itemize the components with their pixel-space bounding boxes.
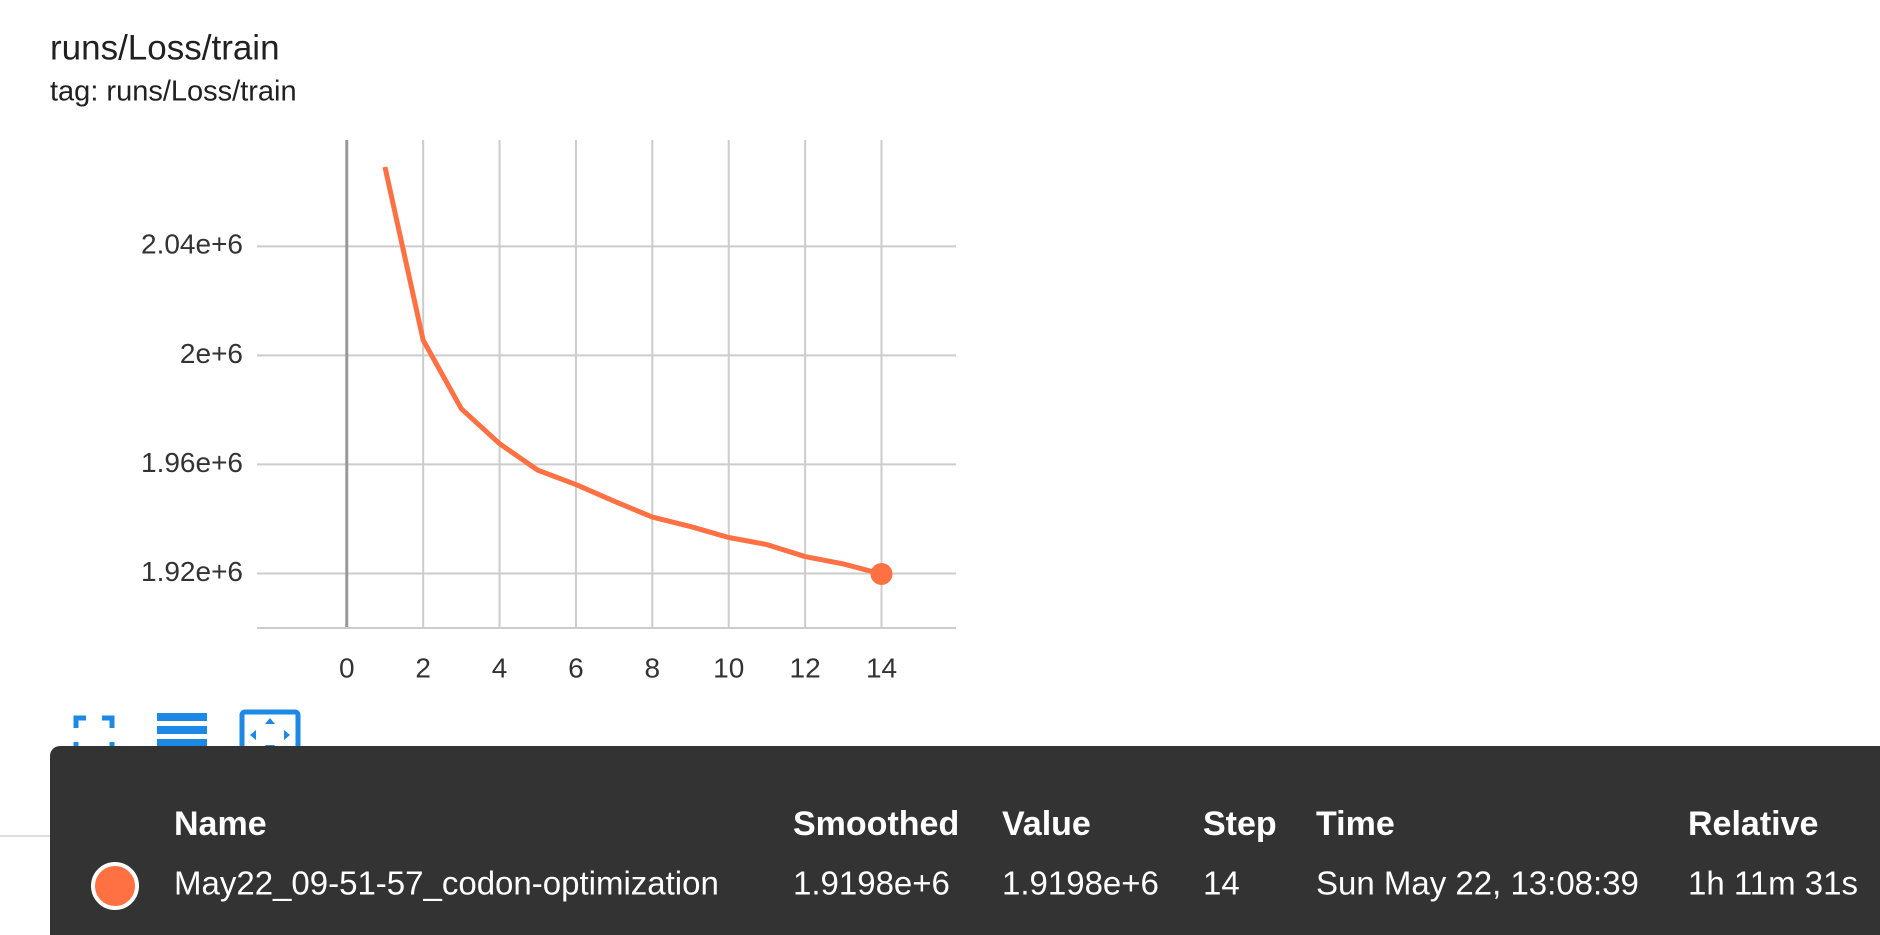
y-tick-label: 2.04e+6	[141, 229, 243, 260]
tooltip-header: Name	[174, 805, 267, 843]
tooltip-cell: 1.9198e+6	[793, 865, 950, 902]
run-color	[91, 862, 139, 910]
tooltip-header: Time	[1316, 805, 1395, 843]
chart-subtitle: tag: runs/Loss/train	[50, 76, 297, 108]
chart-title: runs/Loss/train	[50, 28, 280, 67]
x-tick-label: 4	[492, 652, 508, 683]
tooltip-panel	[50, 746, 1880, 935]
x-tick-label: 8	[645, 652, 661, 683]
tooltip-cell: 1.9198e+6	[1002, 865, 1159, 902]
tooltip-header: Step	[1203, 805, 1277, 843]
plot: 1.92e+6 1.96e+6 2e+6 2.04e+6 0 2 4 6 8 10 12 14	[141, 140, 956, 683]
hover-point	[870, 563, 893, 586]
x-tick-label: 12	[790, 652, 821, 683]
tooltip-cell: May22_09-51-57_codon-optimization	[174, 865, 719, 902]
series-line	[382, 166, 883, 577]
tooltip-cell: 14	[1203, 865, 1240, 902]
x-tick-label: 14	[866, 652, 897, 683]
x-tick-label: 10	[713, 652, 744, 683]
x-tick-label: 0	[339, 652, 355, 683]
y-tick-label: 2e+6	[180, 338, 243, 369]
x-tick-label: 6	[568, 652, 584, 683]
tooltip-header: Relative	[1688, 805, 1818, 843]
tooltip-header: Smoothed	[793, 805, 959, 843]
tooltip-header: Value	[1002, 805, 1091, 843]
y-tick-label: 1.92e+6	[141, 556, 243, 587]
tooltip-cell: Sun May 22, 13:08:39	[1316, 865, 1639, 902]
y-tick-label: 1.96e+6	[141, 447, 243, 478]
x-tick-label: 2	[415, 652, 431, 683]
fullscreen-icon[interactable]	[73, 715, 115, 755]
tooltip: Name Smoothed Value Step Time Relative May22_0…	[50, 746, 1880, 935]
tooltip-cell: 1h 11m 31s	[1688, 865, 1858, 902]
